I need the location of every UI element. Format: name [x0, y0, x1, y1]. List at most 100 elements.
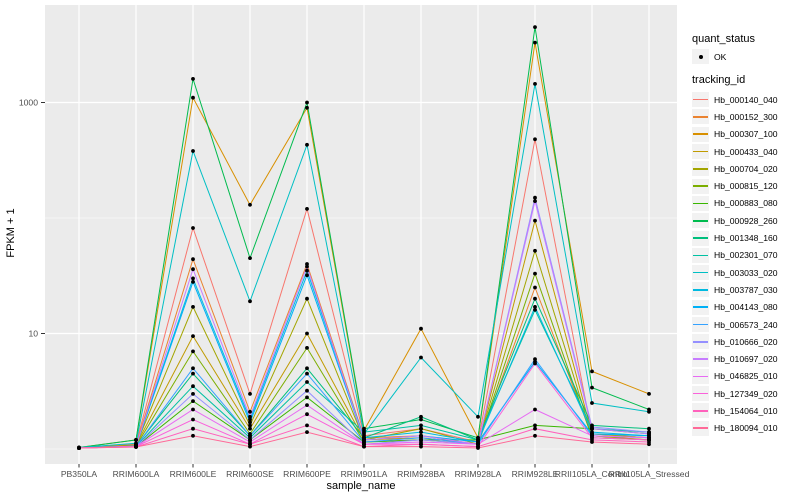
data-point — [362, 432, 366, 436]
data-point — [248, 417, 252, 422]
line-key-icon — [692, 368, 709, 384]
legend-item-Hb_154064_010: Hb_154064_010 — [692, 402, 778, 419]
legend-item-Hb_001348_160: Hb_001348_160 — [692, 229, 778, 246]
data-point — [134, 441, 138, 446]
data-point — [590, 426, 594, 431]
data-point — [362, 426, 366, 431]
data-point — [191, 349, 195, 354]
data-point — [419, 430, 423, 434]
x-tick-label: RRII105LA_Control — [555, 469, 630, 479]
data-point — [590, 385, 594, 390]
data-point — [248, 256, 252, 260]
data-point — [248, 202, 252, 207]
legend-item-Hb_000704_020: Hb_000704_020 — [692, 160, 778, 177]
data-point — [305, 403, 309, 407]
data-point — [647, 426, 651, 431]
data-point — [191, 407, 195, 412]
line-key-icon — [692, 351, 709, 367]
tracking-id-legend-list: Hb_000140_040 Hb_000152_300 Hb_000307_100 H… — [692, 91, 778, 437]
data-point — [533, 137, 537, 142]
data-point — [248, 299, 252, 304]
data-point — [419, 444, 423, 449]
data-point — [533, 82, 537, 86]
data-point — [134, 438, 138, 442]
legend-item-label: Hb_046825_010 — [714, 371, 778, 382]
data-point — [191, 149, 195, 153]
data-point — [191, 371, 195, 376]
data-point — [476, 414, 480, 419]
data-point — [305, 264, 309, 269]
data-point — [305, 273, 309, 278]
legend-item-label: OK — [714, 51, 727, 62]
data-point — [533, 285, 537, 290]
data-point — [305, 430, 309, 434]
legend-item-Hb_000883_080: Hb_000883_080 — [692, 195, 778, 212]
data-point — [419, 426, 423, 431]
data-point — [419, 433, 423, 438]
data-point — [533, 195, 537, 200]
data-point — [305, 268, 309, 273]
data-point — [533, 308, 537, 312]
data-point — [362, 438, 366, 442]
legend-item-Hb_000433_040: Hb_000433_040 — [692, 143, 778, 160]
legend-item-label: Hb_002301_070 — [714, 250, 778, 261]
legend-item-Hb_127349_020: Hb_127349_020 — [692, 385, 778, 402]
legend-item-label: Hb_180094_010 — [714, 423, 778, 434]
data-point — [305, 412, 309, 417]
legend-item-Hb_046825_010: Hb_046825_010 — [692, 368, 778, 385]
minor-gridlines — [45, 217, 677, 450]
legend-item-label: Hb_154064_010 — [714, 405, 778, 416]
data-point — [191, 280, 195, 284]
data-point — [533, 248, 537, 253]
line-key-icon — [692, 178, 709, 194]
legend-item-label: Hb_004143_080 — [714, 302, 778, 313]
y-tick-labels: 10 1000 — [19, 98, 38, 339]
line-key-icon — [692, 386, 709, 402]
x-tick-label: RRIM901LA — [341, 469, 388, 479]
legend-item-Hb_000815_120: Hb_000815_120 — [692, 177, 778, 194]
legend-item-Hb_000928_260: Hb_000928_260 — [692, 212, 778, 229]
line-key-icon — [692, 265, 709, 281]
legend-item-label: Hb_001348_160 — [714, 233, 778, 244]
x-tick-label: RRIM928LA — [455, 469, 502, 479]
data-points — [77, 25, 651, 450]
data-point — [305, 105, 309, 110]
legend-item-Hb_000140_040: Hb_000140_040 — [692, 91, 778, 108]
data-point — [134, 445, 138, 449]
legend-item-label: Hb_010666_020 — [714, 336, 778, 347]
data-point — [248, 409, 252, 414]
legend-item-label: Hb_000152_300 — [714, 111, 778, 122]
data-point — [191, 399, 195, 403]
data-point — [248, 423, 252, 428]
data-point — [248, 414, 252, 419]
data-point — [533, 296, 537, 301]
data-point — [191, 392, 195, 396]
y-tick-label: 10 — [28, 329, 38, 339]
data-point — [533, 199, 537, 204]
data-point — [191, 77, 195, 81]
data-point — [362, 444, 366, 449]
data-point — [590, 369, 594, 374]
legend-item-Hb_006573_240: Hb_006573_240 — [692, 316, 778, 333]
line-key-icon — [692, 299, 709, 315]
line-key-icon — [692, 420, 709, 436]
data-point — [533, 25, 537, 29]
line-key-icon — [692, 195, 709, 211]
legend-item-ok: OK — [692, 48, 726, 65]
legend-item-Hb_000307_100: Hb_000307_100 — [692, 126, 778, 143]
x-tick-label: RRIM600LE — [170, 469, 217, 479]
line-key-icon — [692, 334, 709, 350]
x-axis-title: sample_name — [326, 480, 396, 492]
x-tick-label: RRIM928BA — [397, 469, 445, 479]
data-point — [533, 218, 537, 223]
line-key-icon — [692, 230, 709, 246]
x-tick-label: RRIM600SE — [226, 469, 274, 479]
line-key-icon — [692, 247, 709, 263]
legend-item-label: Hb_003033_020 — [714, 267, 778, 278]
legend-item-label: Hb_003787_030 — [714, 284, 778, 295]
data-point — [419, 326, 423, 331]
legend-item-Hb_010666_020: Hb_010666_020 — [692, 333, 778, 350]
data-point — [305, 380, 309, 384]
data-point — [305, 388, 309, 393]
